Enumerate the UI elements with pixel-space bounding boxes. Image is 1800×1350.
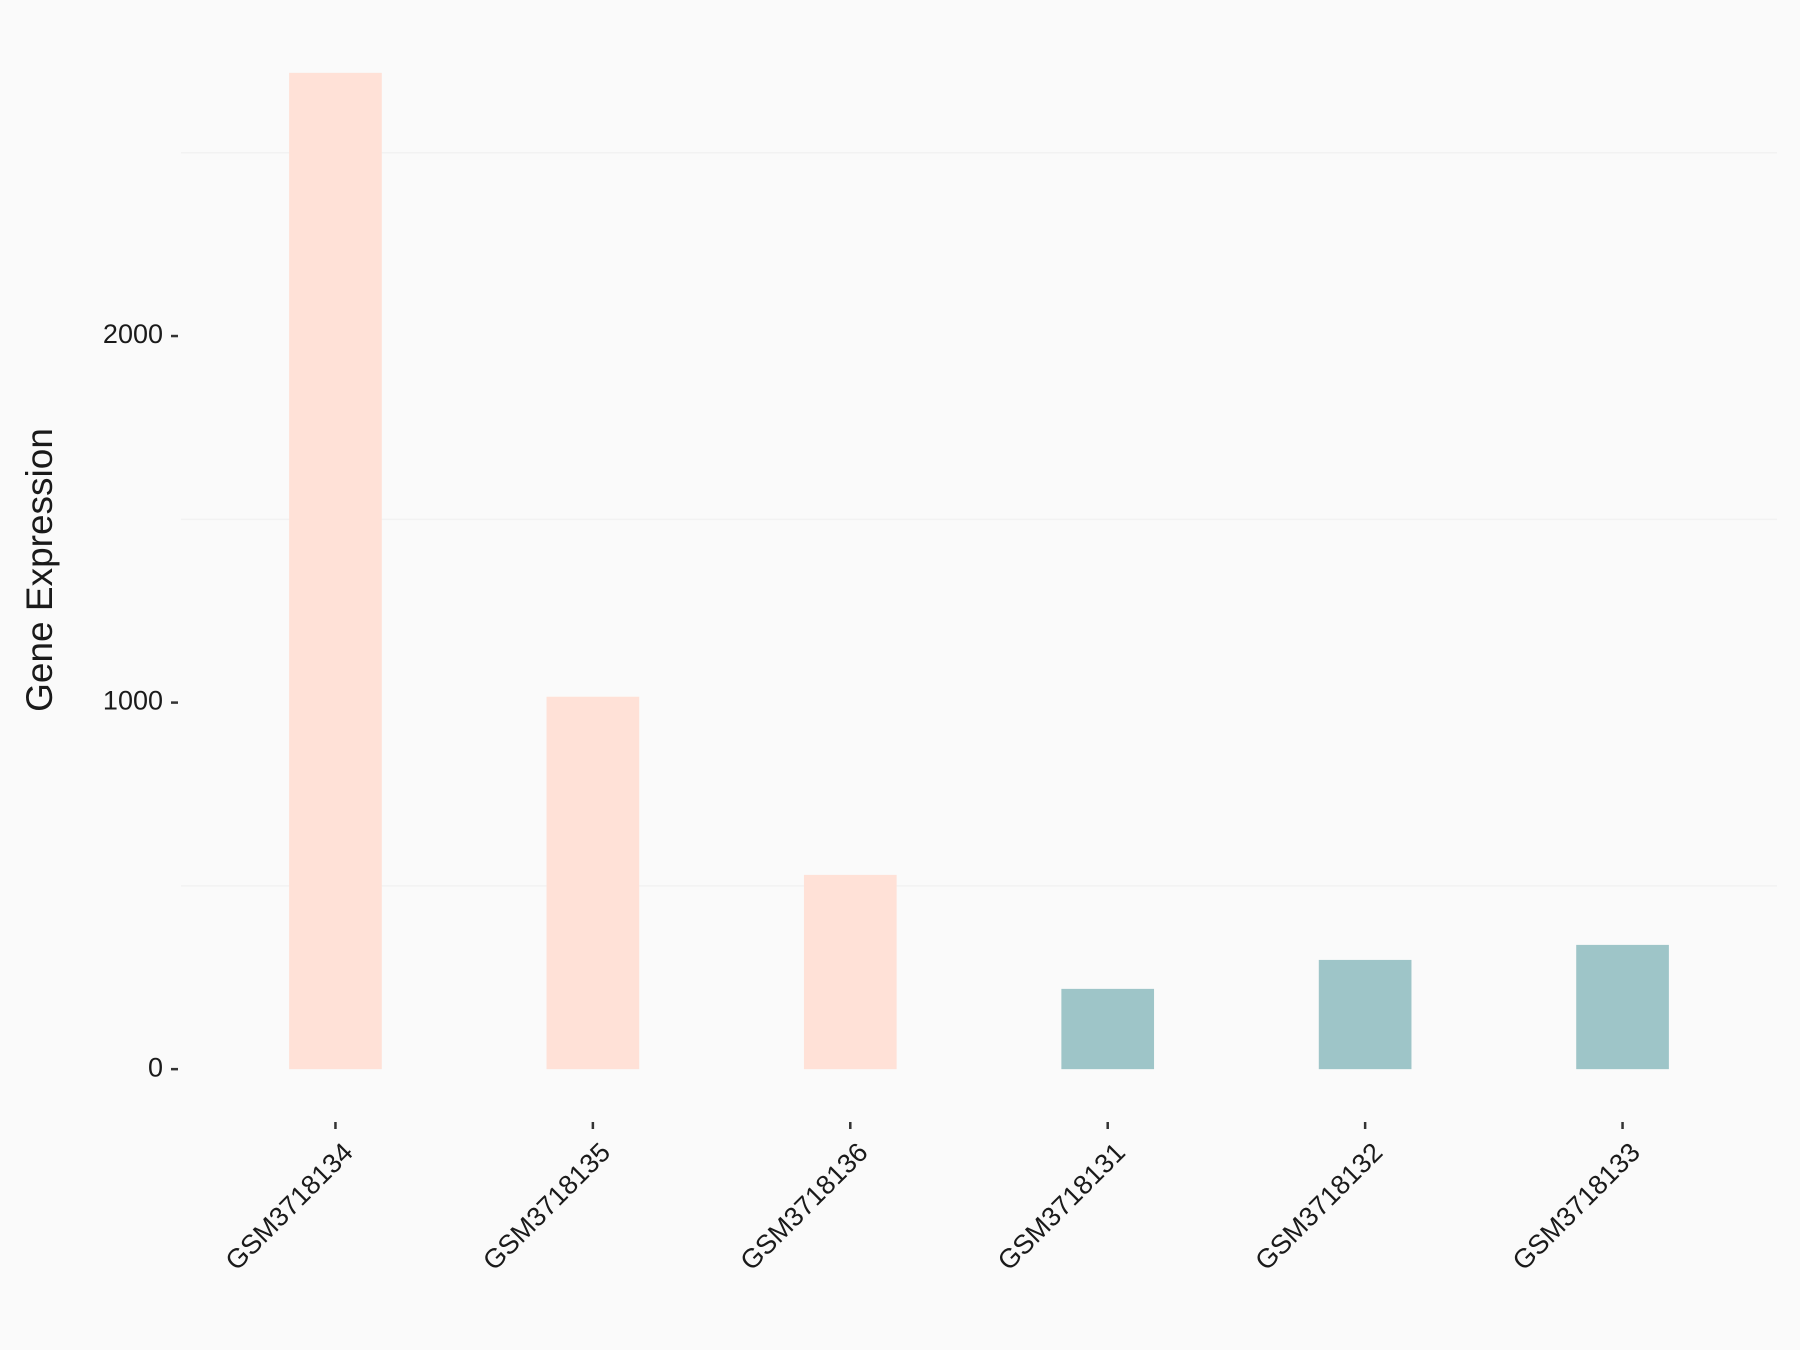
y-axis-title: Gene Expression — [19, 428, 60, 712]
x-tick-label: GSM3718133 — [1507, 1137, 1646, 1276]
bar — [1318, 959, 1412, 1070]
bar — [1576, 944, 1669, 1070]
bar — [803, 874, 897, 1070]
bar — [546, 696, 640, 1070]
bar — [1061, 988, 1155, 1070]
x-tick-label: GSM3718134 — [220, 1137, 359, 1276]
y-tick-label: 2000 — [103, 319, 163, 349]
x-tick-label: GSM3718135 — [477, 1137, 616, 1276]
y-tick-label: 1000 — [103, 686, 163, 716]
x-tick-label: GSM3718136 — [735, 1137, 874, 1276]
y-tick-label: 0 — [148, 1052, 163, 1082]
x-tick-label: GSM3718132 — [1249, 1137, 1388, 1276]
x-tick-label: GSM3718131 — [992, 1137, 1131, 1276]
bar — [289, 72, 382, 1070]
